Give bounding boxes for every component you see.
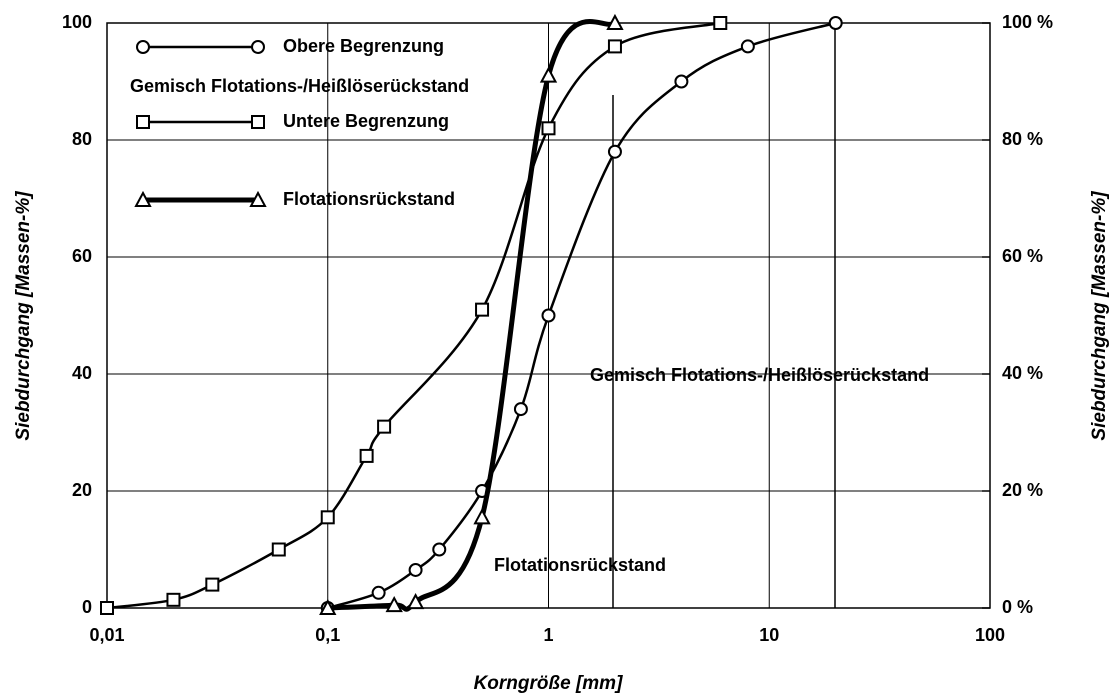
legend-note: Gemisch Flotations-/Heißlöserückstand [130, 76, 469, 96]
y2-tick-label: 40 % [1002, 363, 1043, 383]
marker [473, 508, 491, 525]
y-tick-label: 100 [62, 12, 92, 32]
marker [136, 40, 150, 54]
marker [432, 542, 447, 557]
x-tick-label: 1 [543, 625, 553, 645]
legend-label: Flotationsrückstand [283, 189, 455, 209]
y-axis-label: Siebdurchgang [Massen-%] [13, 191, 34, 441]
annotation: Gemisch Flotations-/Heißlöserückstand [590, 365, 929, 385]
marker [371, 585, 386, 600]
marker [251, 115, 265, 129]
marker [359, 448, 374, 463]
y2-tick-label: 100 % [1002, 12, 1053, 32]
x-tick-label: 0,01 [89, 625, 124, 645]
y2-axis-label: Siebdurchgang [Massen-%] [1089, 191, 1110, 441]
marker [607, 39, 622, 54]
marker [541, 308, 556, 323]
x-tick-label: 10 [759, 625, 779, 645]
marker [607, 144, 622, 159]
y2-tick-label: 80 % [1002, 129, 1043, 149]
series-line [327, 18, 617, 612]
marker [475, 302, 490, 317]
marker [136, 115, 150, 129]
marker [406, 593, 425, 610]
marker [541, 121, 556, 136]
y-tick-label: 60 [72, 246, 92, 266]
marker [828, 16, 843, 30]
y-tick-label: 80 [72, 129, 92, 149]
marker [319, 598, 337, 615]
marker [251, 40, 265, 54]
marker [134, 190, 152, 207]
marker [408, 562, 423, 577]
marker [249, 190, 267, 207]
x-tick-label: 0,1 [315, 625, 340, 645]
y-tick-label: 0 [82, 597, 92, 617]
marker [377, 419, 392, 434]
y2-tick-label: 0 % [1002, 597, 1033, 617]
y-tick-label: 20 [72, 480, 92, 500]
legend-label: Obere Begrenzung [283, 36, 444, 56]
marker [100, 601, 114, 615]
marker [740, 39, 755, 54]
marker [320, 510, 335, 525]
marker [271, 542, 286, 557]
marker [674, 74, 689, 89]
marker [713, 16, 728, 30]
marker [606, 13, 624, 30]
marker [385, 595, 403, 613]
marker [539, 66, 558, 83]
marker [513, 402, 528, 417]
x-axis-label: Korngröße [mm] [474, 673, 624, 694]
legend-label: Untere Begrenzung [283, 111, 449, 131]
y2-tick-label: 20 % [1002, 480, 1043, 500]
x-tick-label: 100 [975, 625, 1005, 645]
y2-tick-label: 60 % [1002, 246, 1043, 266]
marker [205, 577, 220, 592]
marker [166, 592, 181, 607]
y-tick-label: 40 [72, 363, 92, 383]
annotation: Flotationsrückstand [494, 555, 666, 575]
